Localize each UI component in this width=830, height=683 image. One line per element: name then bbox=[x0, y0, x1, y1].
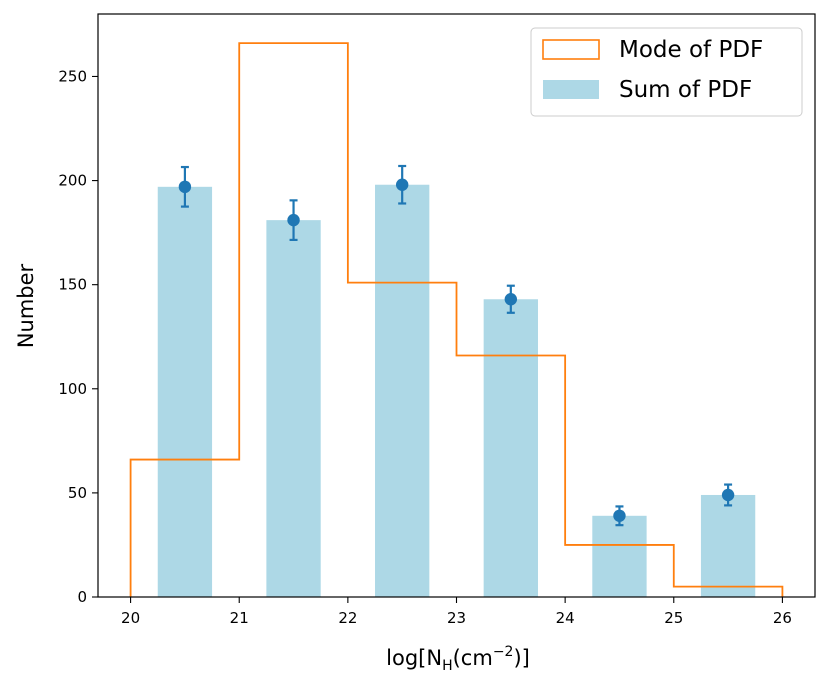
x-axis-label-sub: H bbox=[442, 658, 453, 674]
bar bbox=[700, 494, 756, 597]
bar bbox=[157, 186, 213, 597]
data-point bbox=[721, 488, 735, 502]
axes: 20 21 22 23 24 25 26 0 50 100 150 200 250 bbox=[58, 13, 816, 627]
data-point bbox=[287, 213, 300, 227]
x-axis-label: log[NH(cm−2)] bbox=[386, 644, 530, 674]
x-axis-label-sup: −2 bbox=[493, 644, 514, 660]
y-tick-label: 100 bbox=[58, 380, 87, 398]
y-tick-label: 50 bbox=[68, 484, 87, 502]
bar bbox=[592, 515, 647, 597]
x-axis-label-mid: (cm bbox=[453, 646, 493, 670]
x-tick-label: 23 bbox=[447, 609, 466, 627]
legend: Mode of PDF Sum of PDF bbox=[530, 27, 803, 117]
x-tick-label: 25 bbox=[664, 609, 683, 627]
legend-swatch bbox=[543, 80, 599, 99]
x-tick-label: 22 bbox=[338, 609, 357, 627]
legend-label: Mode of PDF bbox=[619, 37, 763, 63]
legend-label: Sum of PDF bbox=[619, 77, 752, 103]
legend-swatch bbox=[542, 39, 600, 60]
x-tick-label: 20 bbox=[121, 609, 140, 627]
y-tick-label: 0 bbox=[77, 588, 87, 606]
y-tick-label: 200 bbox=[58, 172, 87, 190]
mode-of-pdf-step bbox=[129, 42, 784, 597]
mode-step-line bbox=[129, 42, 784, 597]
y-tick-label: 150 bbox=[58, 276, 87, 294]
data-point bbox=[613, 509, 626, 522]
bar bbox=[266, 220, 321, 597]
bar bbox=[483, 299, 538, 597]
bar bbox=[375, 184, 430, 597]
data-point bbox=[178, 180, 192, 194]
x-tick-label: 21 bbox=[230, 609, 249, 627]
y-axis-label: Number bbox=[14, 263, 38, 348]
x-axis-label-base: log[N bbox=[386, 646, 442, 670]
data-point bbox=[504, 293, 518, 306]
x-axis-label-end: )] bbox=[513, 646, 529, 670]
sum-of-pdf-points bbox=[178, 164, 735, 527]
sum-of-pdf-bars bbox=[157, 184, 756, 597]
data-point bbox=[395, 178, 409, 191]
y-tick-label: 250 bbox=[58, 67, 87, 85]
x-tick-label: 24 bbox=[556, 609, 575, 627]
x-tick-label: 26 bbox=[773, 609, 792, 627]
